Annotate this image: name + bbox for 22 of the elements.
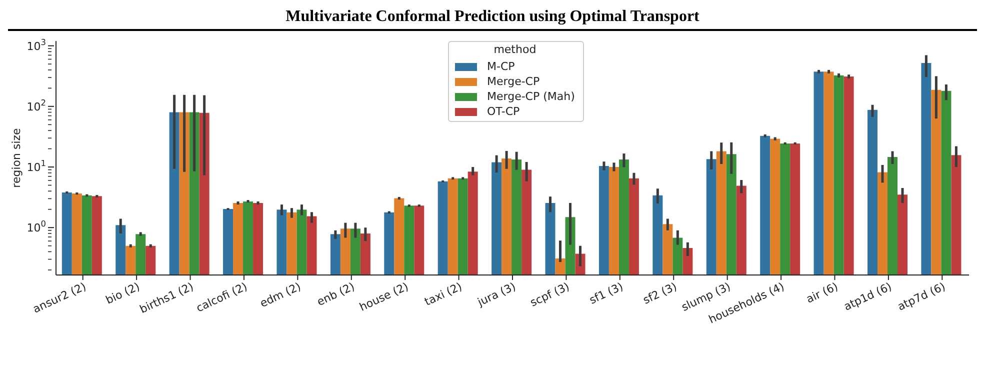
- legend-title: method: [492, 43, 538, 57]
- x-tick-label: sf1 (3): [587, 280, 626, 307]
- x-tick-label: sf2 (3): [641, 280, 679, 307]
- x-tick-label: bio (2): [104, 280, 142, 307]
- x-tick-label: air (6): [804, 280, 840, 306]
- x-tick-label: jura (3): [474, 280, 518, 310]
- y-tick-label: 10$^{0}$: [26, 218, 46, 235]
- x-tick-label: scpf (3): [528, 280, 572, 310]
- x-tick-label: edm (2): [258, 280, 303, 310]
- x-tick-label: enb (2): [315, 280, 357, 309]
- x-tick-label: house (2): [358, 280, 410, 314]
- legend-label: OT-CP: [487, 104, 520, 118]
- chart-title: Multivariate Conformal Prediction using Optimal Transport: [284, 8, 700, 26]
- y-tick-label: 10$^{3}$: [26, 36, 46, 53]
- legend-label: Merge-CP: [487, 74, 540, 88]
- legend-label: M-CP: [487, 60, 515, 74]
- title-rule: Multivariate Conformal Prediction using Optimal Transport: [8, 8, 977, 31]
- y-tick-label: 10$^{1}$: [26, 158, 46, 174]
- x-tick-label: taxi (2): [422, 280, 464, 308]
- y-tick-label: 10$^{2}$: [26, 97, 46, 114]
- y-axis-title: region size: [10, 128, 23, 188]
- legend-label: Merge-CP (Mah): [487, 90, 575, 104]
